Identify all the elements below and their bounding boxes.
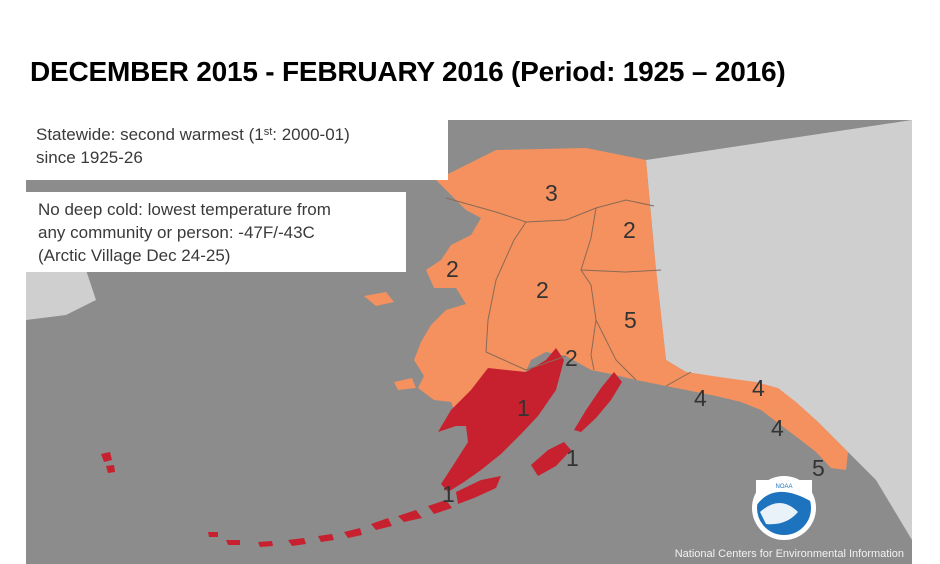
rank-cook-inlet: 2 (565, 345, 578, 371)
rank-eastern-interior: 5 (624, 307, 637, 333)
rank-alaska-peninsula: 1 (442, 481, 455, 507)
statewide-line1-b: : 2000-01) (272, 125, 350, 144)
region-kenai (574, 372, 622, 432)
statewide-note: Statewide: second warmest (1st: 2000-01)… (26, 120, 448, 180)
region-southwest (438, 348, 564, 492)
russia-landmass (26, 270, 96, 320)
rank-kodiak: 1 (566, 445, 579, 471)
map-canvas: 3 2 2 2 5 2 1 1 1 4 4 4 5 NOAA (26, 120, 912, 547)
cold-line1: No deep cold: lowest temperature from (38, 200, 331, 219)
rank-south-panhandle: 5 (812, 455, 825, 481)
alaska-mainland (414, 148, 848, 470)
region-kodiak (531, 442, 571, 476)
statewide-line1-a: Statewide: second warmest (1 (36, 125, 264, 144)
rank-central-panhandle: 4 (771, 415, 784, 441)
noaa-logo: NOAA (752, 476, 816, 540)
map-title: DECEMBER 2015 - FEBRUARY 2016 (Period: 1… (30, 56, 786, 87)
region-boundaries (445, 197, 692, 387)
rank-northeast-gulf: 4 (694, 385, 707, 411)
region-aleutians (101, 452, 501, 547)
rank-north-panhandle: 4 (752, 375, 765, 401)
st-lawrence-island (364, 292, 394, 306)
rank-southwest: 1 (517, 395, 530, 421)
alaska-rank-map: 3 2 2 2 5 2 1 1 1 4 4 4 5 NOAA Statewide… (26, 120, 912, 564)
cold-line3: (Arctic Village Dec 24-25) (38, 246, 231, 265)
rank-central-interior: 2 (536, 277, 549, 303)
cold-note: No deep cold: lowest temperature from an… (26, 192, 406, 272)
rank-west-coast: 2 (446, 256, 459, 282)
nunivak-island (394, 378, 416, 390)
noaa-logo-text: NOAA (775, 484, 792, 490)
cold-line2: any community or person: -47F/-43C (38, 223, 315, 242)
rank-northeast-interior: 2 (623, 217, 636, 243)
ncei-credit: National Centers for Environmental Infor… (674, 548, 904, 560)
rank-north-slope: 3 (545, 180, 558, 206)
canada-landmass (646, 120, 912, 540)
statewide-line1-sup: st (263, 126, 273, 138)
statewide-line2: since 1925-26 (36, 148, 143, 167)
